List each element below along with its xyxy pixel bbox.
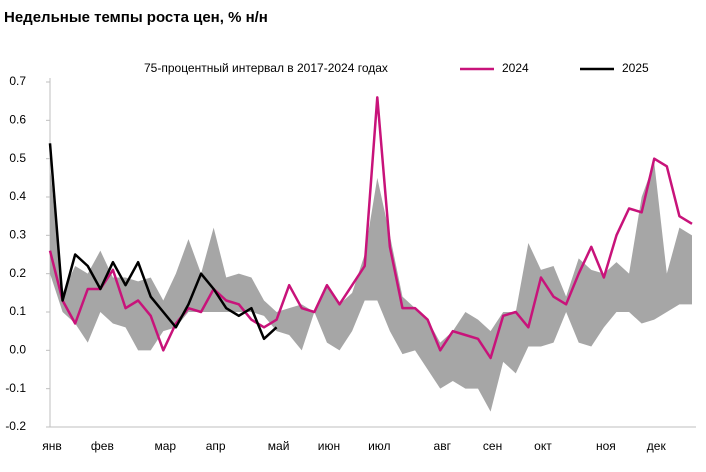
y-tick-label: 0.3 [9, 228, 26, 242]
y-tick-label: 0.1 [9, 304, 26, 318]
y-tick-label: 0.5 [9, 151, 26, 165]
y-tick-label: -0.1 [5, 381, 26, 395]
chart-title: Недельные темпы роста цен, % н/н [4, 9, 268, 26]
legend-label: 2025 [622, 61, 649, 75]
series-line [48, 96, 693, 360]
series-line [48, 143, 278, 341]
y-tick-label: 0.0 [9, 343, 26, 357]
x-tick-label: сен [483, 439, 502, 453]
x-tick-label: ноя [596, 439, 616, 453]
y-tick-label: 0.4 [9, 189, 26, 203]
y-tick-label: 0.6 [9, 113, 26, 127]
y-tick-label: 0.2 [9, 266, 26, 280]
x-tick-label: мар [154, 439, 176, 453]
x-tick-label: дек [647, 439, 667, 453]
x-tick-label: июн [318, 439, 340, 453]
y-tick-label: 0.7 [9, 74, 26, 88]
x-tick-label: янв [42, 439, 62, 453]
x-tick-label: апр [206, 439, 226, 453]
y-tick-label: -0.2 [5, 419, 26, 433]
interval-band [50, 162, 692, 412]
x-tick-label: май [268, 439, 290, 453]
legend-label: 75-процентный интервал в 2017-2024 годах [144, 61, 388, 75]
x-tick-label: авг [434, 439, 452, 453]
x-tick-label: фев [91, 439, 114, 453]
legend-label: 2024 [502, 61, 529, 75]
x-tick-label: окт [534, 439, 552, 453]
x-tick-label: июл [368, 439, 390, 453]
